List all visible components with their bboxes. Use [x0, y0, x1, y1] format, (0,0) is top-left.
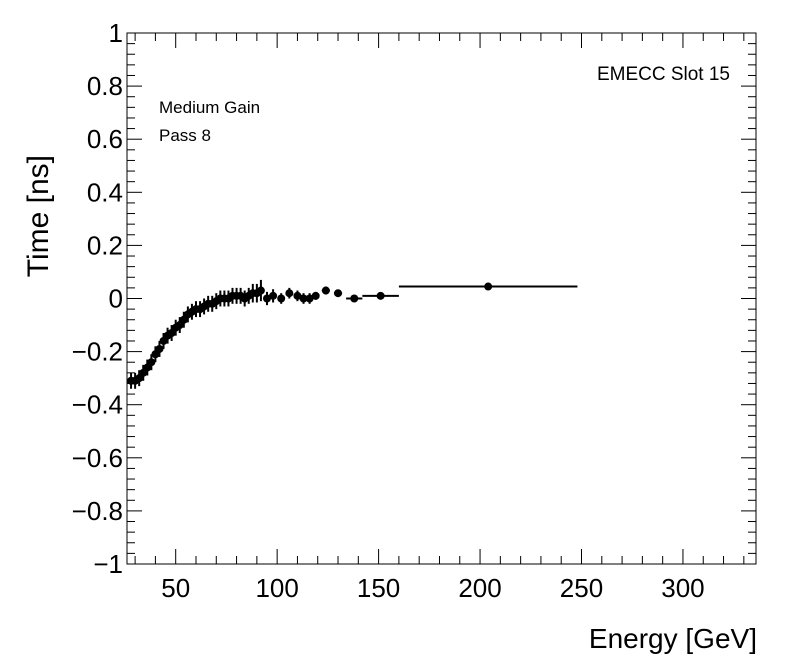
- y-tick-label: −0.4: [72, 390, 123, 420]
- data-marker: [285, 289, 294, 298]
- y-tick-label: −0.8: [72, 496, 123, 526]
- x-tick-label: 100: [255, 573, 298, 603]
- data-marker: [305, 294, 314, 303]
- x-tick-label: 200: [458, 573, 501, 603]
- data-point: [147, 354, 156, 371]
- data-marker: [293, 291, 302, 300]
- data-point: [321, 286, 330, 295]
- data-marker: [484, 282, 493, 291]
- annotation-gain: Medium Gain: [159, 98, 260, 117]
- data-marker: [155, 344, 164, 353]
- data-point: [256, 279, 265, 302]
- y-tick-label: −1: [93, 549, 123, 579]
- data-marker: [376, 291, 385, 300]
- data-marker: [277, 294, 286, 303]
- y-tick-label: −0.2: [72, 337, 123, 367]
- annotation-slot: EMECC Slot 15: [597, 64, 730, 85]
- x-tick-label: 250: [560, 573, 603, 603]
- y-tick-label: −0.6: [72, 443, 123, 473]
- data-marker: [147, 358, 156, 367]
- data-point: [285, 287, 294, 299]
- data-point: [311, 291, 320, 300]
- data-point: [333, 289, 343, 298]
- y-tick-label: 0.8: [87, 71, 123, 101]
- data-point: [299, 293, 308, 304]
- data-marker: [269, 291, 278, 300]
- data-marker: [299, 294, 308, 303]
- data-marker: [350, 294, 359, 303]
- data-point: [398, 282, 578, 291]
- annotation-pass: Pass 8: [159, 126, 211, 145]
- x-tick-label: 50: [161, 573, 190, 603]
- x-tick-label: 150: [357, 573, 400, 603]
- data-marker: [334, 289, 343, 298]
- data-point: [293, 290, 302, 302]
- y-axis-label: Time [ns]: [22, 155, 55, 277]
- data-point: [263, 291, 272, 306]
- x-axis-label: Energy [GeV]: [589, 623, 757, 654]
- y-tick-label: 0.4: [87, 177, 123, 207]
- x-tick-label: 300: [661, 573, 704, 603]
- data-point: [277, 293, 286, 304]
- y-tick-label: 1: [109, 18, 123, 48]
- data-marker: [256, 286, 265, 295]
- ticks-layer: 50 100 150 200 250 300 −1 −0.8 −0.6 −0.4 −0.2 0 0.2 0…: [72, 18, 756, 603]
- data-point: [362, 291, 399, 300]
- data-point: [346, 294, 363, 303]
- data-marker: [263, 294, 272, 303]
- y-tick-label: 0: [109, 284, 123, 314]
- data-marker: [321, 286, 330, 295]
- y-tick-label: 0.2: [87, 230, 123, 260]
- data-point: [155, 340, 164, 357]
- data-point: [163, 327, 172, 344]
- data-marker: [311, 291, 320, 300]
- y-tick-label: 0.6: [87, 124, 123, 154]
- data-layer: [127, 279, 578, 389]
- data-point: [269, 289, 278, 303]
- data-point: [305, 293, 314, 304]
